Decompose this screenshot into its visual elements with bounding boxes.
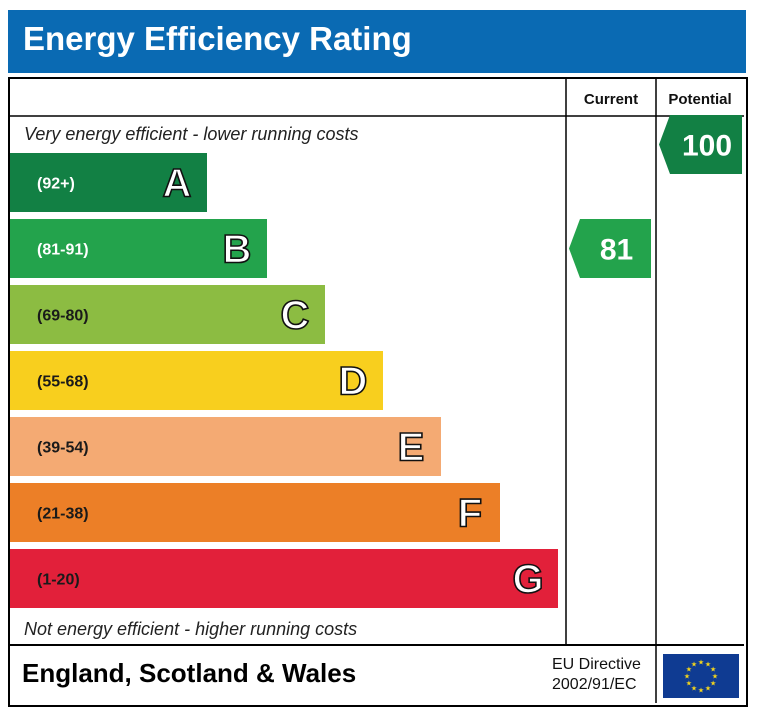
eu-star-icon: ★ [691, 660, 697, 668]
page-title: Energy Efficiency Rating [23, 20, 412, 57]
band-letter-d: D [339, 360, 368, 404]
directive-line-2: 2002/91/EC [552, 676, 637, 693]
eu-star-icon: ★ [712, 673, 718, 681]
band-range-e: (39-54) [37, 440, 89, 457]
band-range-g: (1-20) [37, 572, 80, 589]
eu-star-icon: ★ [705, 685, 711, 693]
band-c [10, 285, 325, 344]
rating-bands: (92+) A (81-91) B (69-80) C (55-68) D (39-54) E (2… [10, 153, 558, 608]
potential-rating-value: 100 [682, 130, 732, 163]
band-d [10, 351, 383, 410]
band-range-d: (55-68) [37, 374, 89, 391]
eu-flag-icon: ★★★★★★★★★ ★ ★★ [663, 654, 739, 698]
eu-star-icon: ★ [691, 685, 697, 693]
band-e [10, 417, 441, 476]
band-range-b: (81-91) [37, 242, 89, 259]
band-letter-c: C [281, 294, 310, 338]
potential-rating-arrow [659, 115, 742, 174]
eu-star-icon: ★ [710, 680, 716, 688]
band-letter-b: B [223, 228, 252, 272]
directive-line-1: EU Directive [552, 656, 641, 673]
band-range-f: (21-38) [37, 506, 89, 523]
top-caption: Very energy efficient - lower running co… [24, 124, 359, 144]
band-letter-g: G [512, 558, 543, 602]
region-label: England, Scotland & Wales [22, 658, 357, 688]
eu-star-icon: ★ [705, 660, 711, 668]
band-g [10, 549, 558, 608]
band-letter-e: E [398, 426, 425, 470]
band-range-c: (69-80) [37, 308, 89, 325]
band-b [10, 219, 267, 278]
band-letter-f: F [458, 492, 482, 536]
potential-column-header: Potential [668, 91, 731, 108]
band-letter-a: A [163, 162, 192, 206]
current-column-header: Current [584, 91, 638, 108]
current-rating-arrow [569, 219, 651, 278]
eu-star-icon: ★ [686, 666, 692, 674]
current-rating-value: 81 [600, 234, 633, 267]
eu-star-icon: ★ [686, 680, 692, 688]
bottom-caption: Not energy efficient - higher running co… [24, 619, 358, 639]
title-bar: Energy Efficiency Rating [8, 10, 746, 73]
band-range-a: (92+) [37, 176, 75, 193]
eu-star-icon: ★ [684, 673, 690, 681]
eu-directive: EU Directive 2002/91/EC [552, 655, 641, 695]
eu-star-icon: ★ [710, 666, 716, 674]
eu-star-icon: ★ [698, 659, 704, 667]
eu-flag-field [663, 654, 739, 698]
rating-frame [8, 77, 748, 707]
band-a [10, 153, 207, 212]
rating-arrows: 81 100 [569, 115, 742, 278]
eu-star-icon: ★ [698, 687, 704, 695]
band-f [10, 483, 500, 542]
